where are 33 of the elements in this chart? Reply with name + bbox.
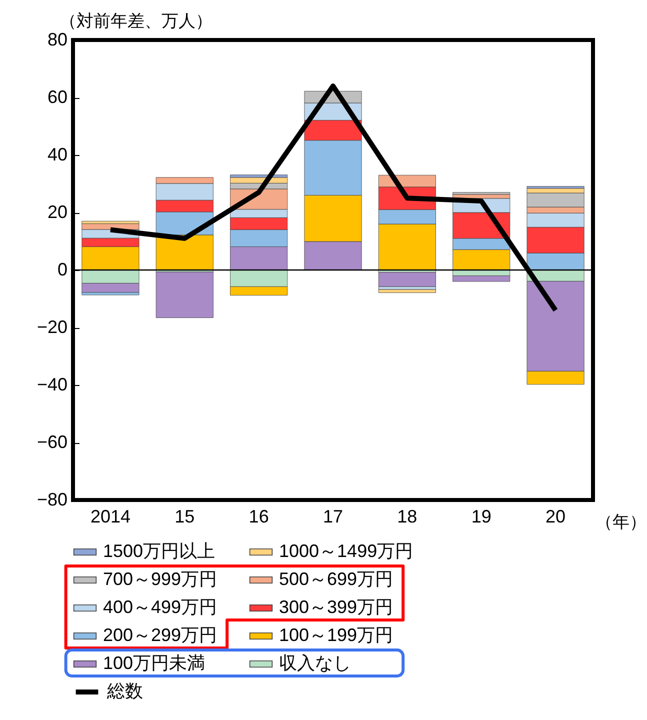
x-tick-label: 2014 (90, 506, 130, 526)
y-tick-label: 0 (57, 260, 68, 280)
x-tick-label: 19 (471, 506, 492, 526)
bar (378, 289, 436, 293)
x-axis-title: （年） (596, 512, 646, 532)
y-tick-label: −60 (36, 432, 68, 452)
y-tick-label: 60 (47, 87, 68, 107)
y-tick-label: −20 (36, 317, 68, 337)
bar (156, 272, 214, 318)
y-tick-label: 40 (47, 144, 68, 164)
legend-label: 100～199万円 (279, 625, 394, 645)
legend-label: 1500万円以上 (103, 541, 216, 561)
y-tick-label: 20 (47, 202, 68, 222)
legend-label: 300～399万円 (279, 597, 394, 617)
y-tick-label: −80 (36, 490, 68, 510)
bar (452, 192, 510, 195)
x-tick-label: 17 (322, 506, 344, 526)
x-tick-label: 18 (397, 506, 418, 526)
bar (378, 272, 436, 287)
y-tick-label: −40 (36, 374, 68, 394)
legend-label: 100万円未満 (103, 653, 206, 673)
legend-label: 200～299万円 (103, 625, 218, 645)
x-tick-label: 15 (174, 506, 195, 526)
legend-label: 総数 (106, 681, 143, 701)
y-tick-label: 80 (47, 30, 68, 50)
legend-label: 1000～1499万円 (279, 541, 414, 561)
legend-label: 700～999万円 (103, 569, 218, 589)
x-tick-label: 16 (248, 506, 269, 526)
y-axis-title: （対前年差、万人） (60, 12, 212, 30)
legend-label: 500～699万円 (279, 569, 394, 589)
legend-label: 400～499万円 (103, 597, 218, 617)
x-tick-label: 20 (546, 506, 566, 526)
legend-label: 収入なし (279, 653, 351, 673)
